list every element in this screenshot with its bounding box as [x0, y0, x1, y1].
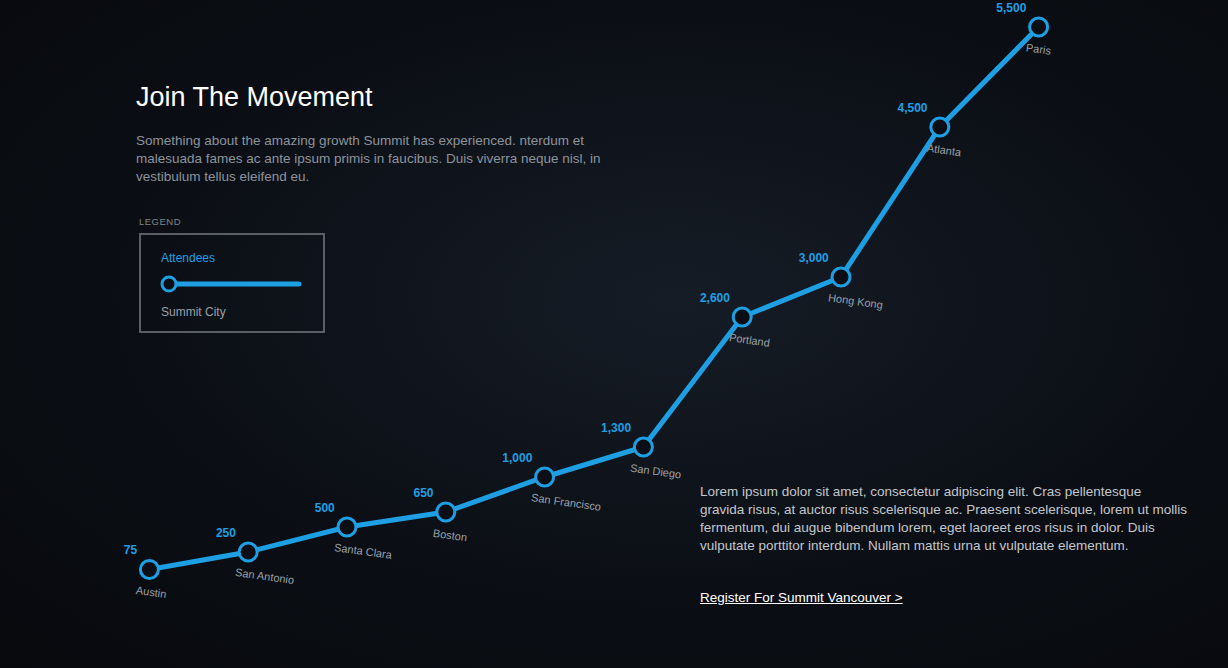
html-text:Register For Summit Vancouver: Register For Summit Vancouver >	[700, 590, 903, 605]
svg-text:500: 500	[315, 501, 335, 515]
svg-text:Paris: Paris	[1025, 41, 1052, 56]
svg-text:5,500: 5,500	[996, 1, 1026, 15]
svg-text:2,600: 2,600	[700, 291, 730, 305]
svg-text:250: 250	[216, 526, 236, 540]
svg-text:Atlanta: Atlanta	[926, 142, 962, 159]
html-text:Attendees: Attendees	[161, 251, 215, 265]
svg-text:Portland: Portland	[728, 331, 770, 349]
svg-text:650: 650	[414, 486, 434, 500]
svg-text:1,000: 1,000	[502, 451, 532, 465]
html-text:Something about the amazing gr: Something about the amazing growth Summi…	[136, 133, 601, 184]
svg-text:4,500: 4,500	[898, 101, 928, 115]
svg-text:San Diego: San Diego	[629, 461, 682, 480]
svg-text:Hong Kong: Hong Kong	[827, 291, 883, 311]
svg-text:Austin: Austin	[135, 584, 167, 600]
html-text:LEGEND: LEGEND	[139, 216, 182, 227]
svg-text:Santa Clara: Santa Clara	[333, 541, 393, 561]
svg-text:San Francisco: San Francisco	[531, 491, 602, 513]
svg-text:3,000: 3,000	[799, 251, 829, 265]
html-text:Summit City: Summit City	[161, 305, 226, 319]
svg-text:Boston: Boston	[432, 527, 468, 544]
html-text:Join The Movement: Join The Movement	[136, 82, 373, 112]
svg-text:San Antonio: San Antonio	[234, 566, 294, 586]
svg-text:1,300: 1,300	[601, 421, 631, 435]
html-text:Lorem ipsum dolor sit amet, co: Lorem ipsum dolor sit amet, consectetur …	[700, 484, 1187, 553]
svg-text:75: 75	[124, 543, 138, 557]
